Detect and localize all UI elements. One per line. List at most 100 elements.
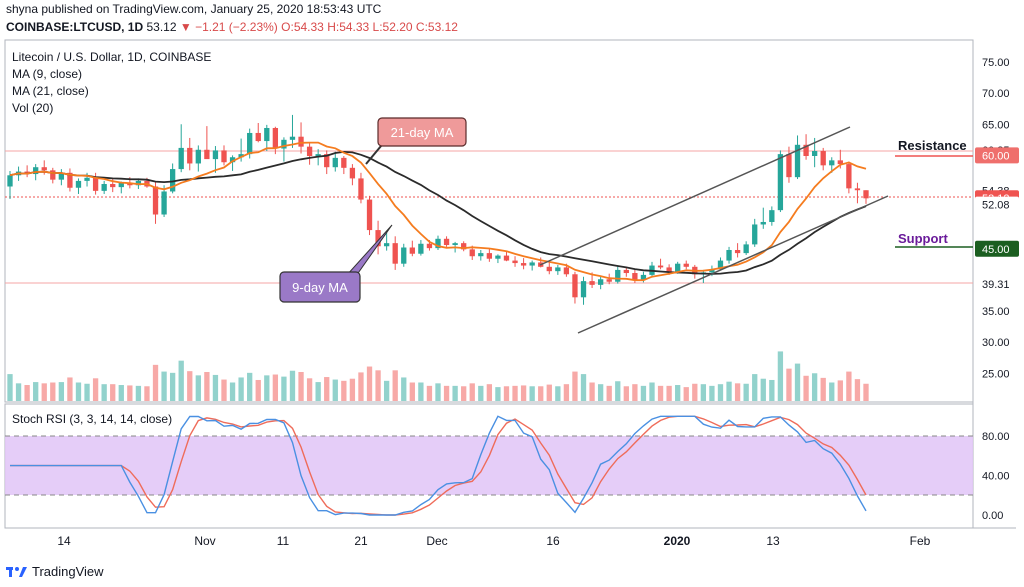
publish-info: shyna published on TradingView.com, Janu…: [6, 2, 382, 16]
candle-body: [401, 247, 407, 264]
candle-body: [58, 172, 65, 180]
candle-body: [854, 188, 861, 191]
candle-body: [529, 262, 535, 266]
candle-body: [169, 169, 176, 192]
volume-bar: [101, 384, 107, 401]
volume-bar: [58, 382, 65, 401]
symbol-label: COINBASE:LTCUSD, 1D: [6, 20, 144, 34]
stoch-tick: 80.00: [982, 431, 1010, 443]
volume-bar: [358, 372, 364, 401]
candle-body: [41, 167, 47, 171]
candle-body: [580, 281, 587, 298]
volume-bar: [657, 385, 664, 401]
candle-body: [204, 149, 210, 160]
volume-bar: [195, 375, 201, 401]
candle-body: [341, 157, 347, 168]
stoch-tick: 0.00: [982, 510, 1003, 522]
candle-body: [546, 266, 552, 272]
candle-body: [229, 157, 236, 163]
candle-body: [734, 249, 741, 254]
candle-body: [769, 210, 775, 222]
time-tick: 13: [766, 534, 780, 548]
candle-body: [358, 178, 364, 200]
volume-bar: [803, 375, 809, 401]
candle-body: [597, 279, 604, 285]
candle-body: [486, 253, 493, 259]
volume-bar: [469, 383, 475, 401]
candle-body: [657, 265, 664, 268]
volume-bar: [734, 383, 741, 401]
volume-bar: [298, 372, 304, 401]
volume-bar: [332, 379, 338, 401]
last-price: 53.12: [146, 20, 177, 34]
ma9-callout: 9-day MA: [279, 224, 393, 303]
candle-body: [349, 167, 356, 179]
price-badge: 52.08: [975, 196, 1019, 213]
volume-bar: [563, 384, 570, 401]
candle-body: [606, 279, 612, 282]
volume-bar: [324, 377, 330, 401]
volume-bar: [503, 386, 510, 401]
candle-body: [289, 136, 296, 140]
candle-body: [760, 221, 766, 225]
price-badge: 45.00: [975, 240, 1019, 257]
vol-legend: Vol (20): [12, 101, 53, 115]
candle-body: [84, 177, 90, 181]
price-badge-label: 45.00: [982, 244, 1010, 256]
candle-body: [178, 147, 184, 170]
volume-bar: [315, 382, 321, 401]
time-tick: 2020: [664, 534, 691, 548]
candle-body: [161, 191, 167, 215]
candle-body: [837, 160, 843, 165]
candle-body: [786, 154, 792, 178]
candle-body: [820, 151, 826, 166]
volume-bar: [623, 386, 629, 401]
candle-body: [281, 139, 287, 149]
candle-body: [589, 281, 595, 285]
price-tick: 65.00: [982, 119, 1010, 131]
volume-bar: [675, 385, 681, 401]
volume-bar: [366, 366, 373, 401]
volume-bars: [7, 351, 869, 401]
main-pane-frame: [4, 39, 974, 403]
candle-body: [478, 253, 484, 257]
candle-body: [495, 255, 501, 259]
stoch-legend: Stoch RSI (3, 3, 14, 14, close): [12, 412, 172, 426]
support-label: Support: [898, 231, 948, 246]
volume-bar: [426, 385, 433, 401]
candle-body: [675, 263, 681, 272]
candle-body: [221, 150, 227, 163]
price-badge-label: 60.00: [982, 150, 1010, 162]
volume-bar: [811, 373, 818, 401]
candle-body: [298, 136, 304, 147]
volume-bar: [692, 383, 698, 401]
candle-body: [50, 170, 56, 180]
candle-body: [563, 267, 570, 275]
volume-bar: [24, 385, 30, 401]
volume-bar: [452, 385, 458, 401]
stoch-k-line: [10, 415, 867, 516]
candle-body: [683, 263, 689, 267]
volume-bar: [700, 384, 707, 401]
candle-body: [392, 243, 398, 264]
candle-body: [238, 154, 244, 158]
channel-lower-line: [577, 195, 889, 334]
volume-bar: [837, 380, 843, 401]
ma21-legend: MA (21, close): [12, 84, 89, 98]
volume-bar: [50, 382, 56, 401]
volume-bar: [760, 378, 766, 401]
price-axis-ticks: 75.00 70.00 65.00 35.00 30.00 25.00: [982, 57, 1010, 380]
volume-bar: [7, 374, 13, 401]
volume-bar: [161, 371, 167, 401]
volume-bar: [752, 374, 758, 401]
price-change: −1.21 (−2.23%): [195, 20, 278, 34]
candle-body: [846, 164, 852, 189]
volume-bar: [306, 378, 313, 401]
volume-bar: [777, 351, 784, 401]
candle-body: [187, 147, 193, 164]
candle-body: [503, 255, 510, 261]
candle-body: [469, 249, 475, 257]
price-tick: 75.00: [982, 57, 1010, 69]
candle-body: [452, 243, 458, 246]
